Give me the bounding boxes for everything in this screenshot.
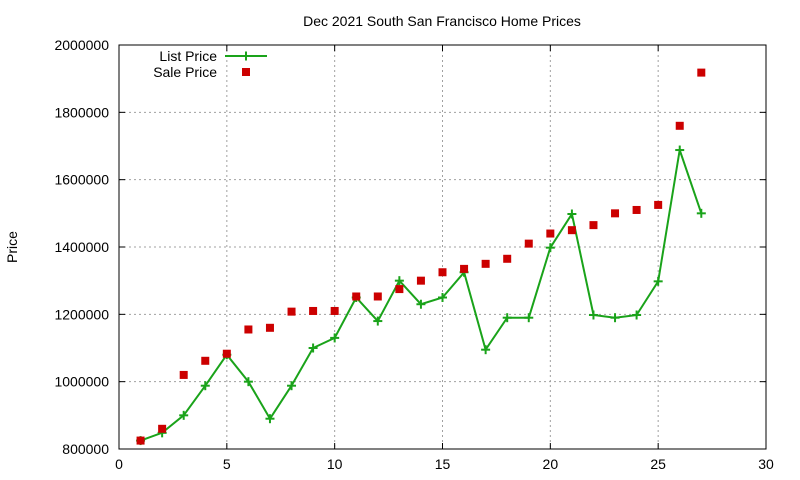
series bbox=[136, 68, 706, 446]
sale-price-point bbox=[158, 424, 167, 433]
y-tick-label: 1600000 bbox=[54, 172, 109, 188]
list-price-point bbox=[179, 410, 189, 420]
list-price-point bbox=[567, 209, 577, 219]
sale-price-point bbox=[675, 121, 684, 130]
y-tick-label: 1400000 bbox=[54, 239, 109, 255]
sale-price-point bbox=[201, 356, 210, 365]
sale-price-point bbox=[265, 323, 274, 332]
y-tick-label: 1200000 bbox=[54, 306, 109, 322]
sale-price-point bbox=[309, 306, 318, 315]
sale-price-point bbox=[589, 221, 598, 230]
y-axis-tick-labels: 800000 1000000 1200000 1400000 1600000 180000… bbox=[54, 37, 109, 457]
list-price-point bbox=[416, 299, 426, 309]
sale-price-point bbox=[287, 307, 296, 316]
list-price-point bbox=[481, 345, 491, 355]
list-price-point bbox=[308, 343, 318, 353]
list-price-point bbox=[287, 381, 297, 391]
y-tick-label: 1000000 bbox=[54, 374, 109, 390]
list-price-point bbox=[610, 313, 620, 323]
legend: List Price Sale Price bbox=[153, 48, 267, 80]
x-tick-label: 25 bbox=[650, 456, 666, 472]
sale-price-point bbox=[179, 370, 188, 379]
sale-price-point bbox=[395, 285, 404, 294]
list-price-point bbox=[632, 310, 642, 320]
x-tick-label: 5 bbox=[223, 456, 231, 472]
sale-price-point bbox=[352, 292, 361, 301]
sale-price-point bbox=[330, 306, 339, 315]
sale-price-point bbox=[632, 205, 641, 214]
x-tick-label: 15 bbox=[435, 456, 451, 472]
list-price-line bbox=[140, 149, 703, 442]
list-price-point bbox=[675, 145, 685, 155]
list-price-point bbox=[653, 276, 663, 286]
list-price-point bbox=[438, 293, 447, 302]
x-tick-label: 0 bbox=[115, 456, 123, 472]
list-price-point bbox=[588, 310, 598, 320]
list-price-point bbox=[696, 208, 706, 218]
sale-price-point bbox=[654, 200, 663, 209]
list-price-point bbox=[502, 313, 512, 323]
sale-price-point bbox=[567, 226, 576, 235]
sale-price-point bbox=[524, 239, 533, 248]
legend-label-list-price: List Price bbox=[159, 48, 217, 64]
list-price-point bbox=[394, 276, 404, 286]
list-price-point bbox=[524, 313, 534, 323]
list-price-point bbox=[243, 377, 253, 387]
y-axis-label: Price bbox=[4, 231, 20, 263]
list-price-point bbox=[545, 243, 555, 253]
sale-price-point bbox=[697, 68, 706, 77]
sale-price-point bbox=[136, 436, 145, 445]
sale-price-point bbox=[416, 276, 425, 285]
sale-price-point bbox=[438, 268, 447, 277]
y-tick-label: 2000000 bbox=[54, 37, 109, 53]
x-tick-label: 10 bbox=[327, 456, 343, 472]
sale-price-point bbox=[611, 209, 620, 218]
sale-price-point bbox=[503, 254, 512, 263]
sale-price-point bbox=[460, 264, 469, 273]
y-tick-label: 1800000 bbox=[54, 104, 109, 120]
sale-price-point bbox=[481, 259, 490, 268]
list-price-point bbox=[265, 414, 275, 424]
sale-price-point bbox=[222, 349, 231, 358]
x-tick-label: 20 bbox=[543, 456, 559, 472]
tick-marks bbox=[118, 44, 767, 450]
x-axis-tick-labels: 0 5 10 15 20 25 30 bbox=[115, 456, 774, 472]
sale-price-point bbox=[244, 325, 253, 334]
legend-swatch-sale-price bbox=[242, 68, 250, 76]
list-price-point bbox=[200, 381, 210, 391]
x-tick-label: 30 bbox=[758, 456, 774, 472]
y-tick-label: 800000 bbox=[62, 441, 109, 457]
legend-marker-list-price bbox=[241, 51, 251, 61]
legend-label-sale-price: Sale Price bbox=[153, 64, 217, 80]
list-price-point bbox=[330, 333, 340, 343]
sale-price-point bbox=[373, 292, 382, 301]
chart-title: Dec 2021 South San Francisco Home Prices bbox=[303, 13, 581, 29]
grid bbox=[119, 45, 766, 449]
list-price-point bbox=[373, 316, 383, 326]
sale-price-point bbox=[546, 229, 555, 238]
